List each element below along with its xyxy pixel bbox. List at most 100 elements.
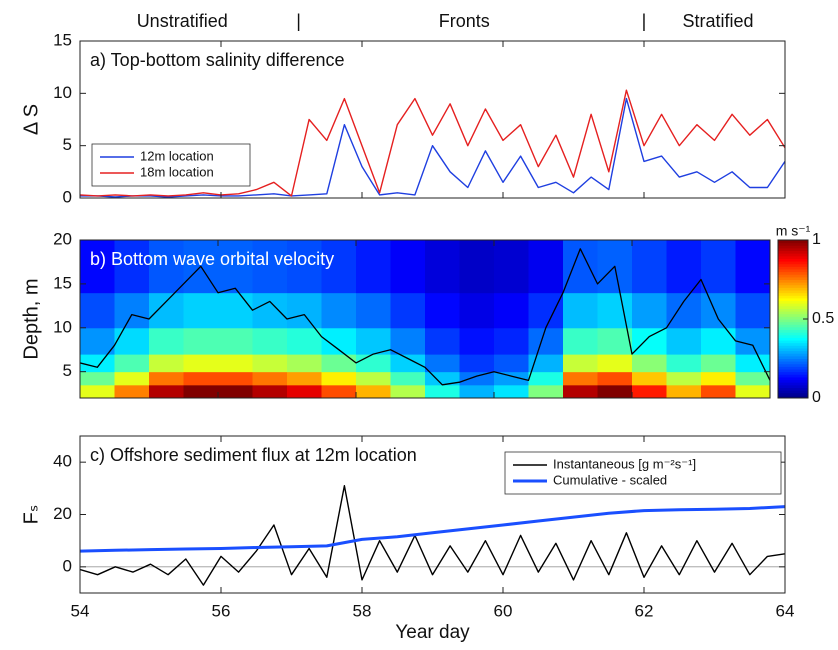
heat-cell <box>701 384 736 398</box>
colorbar-stripe <box>778 279 808 283</box>
heat-cell <box>632 292 667 329</box>
heat-cell <box>425 384 460 398</box>
colorbar-stripe <box>778 347 808 352</box>
annotation: Stratified <box>683 11 754 31</box>
heat-cell <box>390 354 426 373</box>
colorbar-tick-label: 1 <box>812 231 821 248</box>
heat-cell <box>390 240 426 294</box>
heat-cell <box>321 371 357 386</box>
axes-frame <box>79 239 771 399</box>
colorbar-stripe <box>778 329 808 333</box>
heat-cell <box>114 384 150 398</box>
heat-cell <box>632 354 667 373</box>
colorbar-stripe <box>778 250 808 254</box>
colorbar-stripe <box>778 242 808 246</box>
y-tick-label: 20 <box>53 229 72 248</box>
heat-cell <box>218 327 253 355</box>
legend-label: 18m location <box>140 164 214 179</box>
y-tick-label: 15 <box>53 273 72 292</box>
heat-cell <box>218 240 253 294</box>
heat-cell <box>666 384 702 398</box>
heat-cell <box>356 240 391 294</box>
colorbar-stripe <box>778 295 808 299</box>
colorbar-stripe <box>778 276 808 280</box>
colorbar-stripe <box>778 361 808 365</box>
heat-cell <box>356 371 391 386</box>
colorbar-stripe <box>778 271 808 275</box>
legend-box <box>504 451 782 495</box>
plot-area <box>80 240 770 398</box>
heat-cell <box>563 384 598 398</box>
heat-cell <box>114 240 150 294</box>
heat-cell <box>287 240 322 294</box>
colorbar-stripe <box>778 303 808 307</box>
y-axis-label: Depth, m <box>20 278 42 359</box>
y-tick-label: 10 <box>53 83 72 102</box>
heat-cell <box>666 354 702 373</box>
colorbar-stripe <box>778 390 808 394</box>
heat-cell <box>563 371 598 386</box>
heat-cell <box>80 384 115 398</box>
heat-cell <box>183 371 219 386</box>
colorbar-stripe <box>778 287 808 291</box>
heat-cell <box>735 371 770 386</box>
y-axis-label: Fₛ <box>20 505 42 525</box>
heat-cell <box>735 384 770 398</box>
heat-cell <box>114 327 150 355</box>
contour-line <box>80 248 770 386</box>
y-axis-label: Δ S <box>20 104 42 135</box>
heat-cell <box>252 240 288 294</box>
heat-cell <box>183 384 219 398</box>
colorbar-stripe <box>778 392 808 396</box>
heat-cell <box>563 354 598 373</box>
annotation: Unstratified <box>137 11 228 31</box>
heat-cell <box>701 292 736 329</box>
heat-cell <box>80 292 115 329</box>
colorbar-stripe <box>778 334 808 338</box>
legend-label: Instantaneous [g m⁻²s⁻¹] <box>553 456 696 471</box>
heat-cell <box>287 371 322 386</box>
heat-cell <box>252 327 288 355</box>
heat-cell <box>390 371 426 386</box>
colorbar-stripe <box>778 321 808 325</box>
heat-cell <box>666 327 702 355</box>
heat-cell <box>701 354 736 373</box>
heat-cell <box>80 354 115 373</box>
colorbar-stripe <box>778 268 808 273</box>
heat-cell <box>321 384 357 398</box>
heat-cell <box>701 240 736 294</box>
heat-cell <box>114 354 150 373</box>
heat-cell <box>252 354 288 373</box>
heat-cell <box>459 354 495 373</box>
heat-cell <box>494 371 529 386</box>
colorbar-stripe <box>778 345 808 349</box>
plot-area <box>80 89 785 198</box>
colorbar-stripe <box>778 319 808 323</box>
legend-label: Cumulative - scaled <box>553 472 667 487</box>
colorbar-stripe <box>778 382 808 386</box>
x-tick-label: 62 <box>635 601 654 620</box>
heat-cell <box>252 371 288 386</box>
colorbar-stripe <box>778 266 808 270</box>
colorbar-stripe <box>778 274 808 278</box>
heat-cell <box>597 371 633 386</box>
colorbar-stripe <box>778 358 808 362</box>
y-tick-label: 10 <box>53 317 72 336</box>
heat-cell <box>528 292 564 329</box>
series-line <box>80 505 785 553</box>
heat-cell <box>666 240 702 294</box>
heat-cell <box>528 327 564 355</box>
heat-cell <box>735 292 770 329</box>
heat-cell <box>528 384 564 398</box>
heat-cell <box>528 354 564 373</box>
heat-cell <box>287 384 322 398</box>
plot-area <box>80 485 785 586</box>
heat-cell <box>183 327 219 355</box>
heat-cell <box>563 292 598 329</box>
heat-cell <box>114 292 150 329</box>
colorbar-stripe <box>778 384 808 388</box>
heat-cell <box>494 384 529 398</box>
heat-cell <box>356 327 391 355</box>
heat-cell <box>218 292 253 329</box>
colorbar-stripe <box>778 379 808 383</box>
